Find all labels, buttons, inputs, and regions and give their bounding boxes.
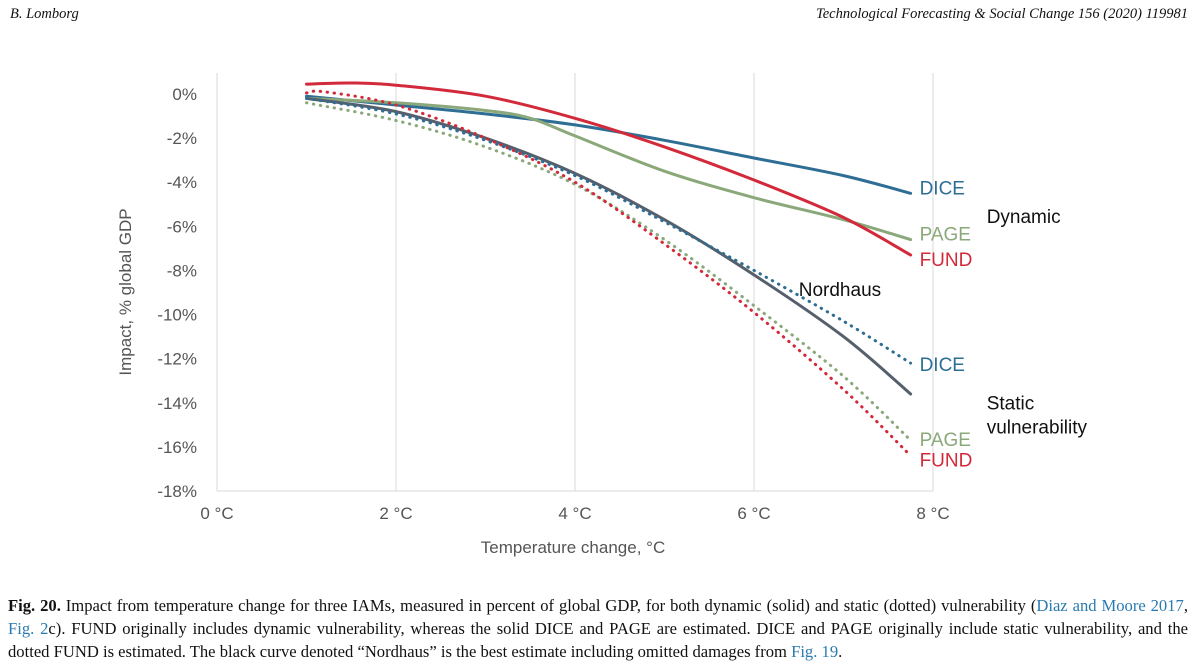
series-labels: DICEPAGEFUNDDICEPAGEFUNDNordhausDynamicS… bbox=[799, 178, 1088, 471]
series-label-dice: DICE bbox=[920, 355, 965, 376]
figure-label: Fig. 20. bbox=[8, 596, 61, 615]
caption-text-2: , bbox=[1183, 596, 1188, 615]
series-label-nordhaus: Nordhaus bbox=[799, 280, 881, 301]
y-tick-label: -14% bbox=[157, 394, 197, 413]
x-axis-title: Temperature change, °C bbox=[481, 538, 665, 557]
series-line-fund-dotted bbox=[305, 89, 913, 458]
group-label-line: Static bbox=[987, 393, 1035, 414]
y-tick-label: -12% bbox=[157, 350, 197, 369]
x-tick-label: 6 °C bbox=[737, 504, 770, 523]
citation-link-diaz-moore[interactable]: Diaz and Moore 2017 bbox=[1036, 596, 1184, 615]
axes: 0 °C 2 °C 4 °C 6 °C 8 °C 0% -2% -4% -6% -8% -10% -1… bbox=[157, 73, 950, 523]
group-label-line: vulnerability bbox=[987, 417, 1088, 438]
figure-caption: Fig. 20. Impact from temperature change … bbox=[8, 594, 1188, 663]
figure-link-fig-19[interactable]: Fig. 19 bbox=[791, 642, 839, 661]
figure-link-fig-2[interactable]: Fig. 2 bbox=[8, 619, 49, 638]
y-tick-label: 0% bbox=[172, 85, 197, 104]
series-line-dice-dotted bbox=[305, 96, 913, 365]
caption-text-4: . bbox=[838, 642, 843, 661]
series-line-page-solid bbox=[305, 96, 913, 242]
y-tick-label: -16% bbox=[157, 438, 197, 457]
x-tick-label: 0 °C bbox=[200, 504, 233, 523]
journal-citation: Technological Forecasting & Social Chang… bbox=[816, 6, 1188, 22]
y-tick-label: -10% bbox=[157, 306, 197, 325]
group-label: Dynamic bbox=[987, 207, 1061, 228]
x-tick-label: 2 °C bbox=[379, 504, 412, 523]
y-tick-label: -2% bbox=[167, 129, 197, 148]
group-label-line: Dynamic bbox=[987, 207, 1061, 228]
series-line-fund-solid bbox=[305, 81, 913, 257]
impact-chart: 0 °C 2 °C 4 °C 6 °C 8 °C 0% -2% -4% -6% -8% -10% -1… bbox=[116, 73, 1088, 557]
series-lines bbox=[305, 81, 913, 458]
series-label-fund: FUND bbox=[920, 250, 973, 271]
y-tick-label: -6% bbox=[167, 217, 197, 236]
series-label-page: PAGE bbox=[920, 430, 971, 451]
series-line-page-dotted bbox=[305, 101, 913, 442]
y-tick-label: -8% bbox=[167, 261, 197, 280]
y-tick-label: -4% bbox=[167, 173, 197, 192]
series-label-dice: DICE bbox=[920, 178, 965, 199]
x-tick-label: 8 °C bbox=[916, 504, 949, 523]
x-tick-label: 4 °C bbox=[558, 504, 591, 523]
caption-text-3: c). FUND originally includes dynamic vul… bbox=[8, 619, 1188, 661]
y-tick-label: -18% bbox=[157, 482, 197, 501]
author-name: B. Lomborg bbox=[10, 6, 79, 22]
y-axis-title: Impact, % global GDP bbox=[116, 208, 135, 375]
caption-text-1: Impact from temperature change for three… bbox=[60, 596, 1037, 615]
group-label: Static vulnerability bbox=[987, 393, 1088, 438]
series-label-page: PAGE bbox=[920, 225, 971, 246]
series-label-fund: FUND bbox=[920, 451, 973, 472]
running-head: B. Lomborg Technological Forecasting & S… bbox=[10, 6, 1188, 23]
series-line-nordhaus-solid bbox=[305, 96, 913, 396]
